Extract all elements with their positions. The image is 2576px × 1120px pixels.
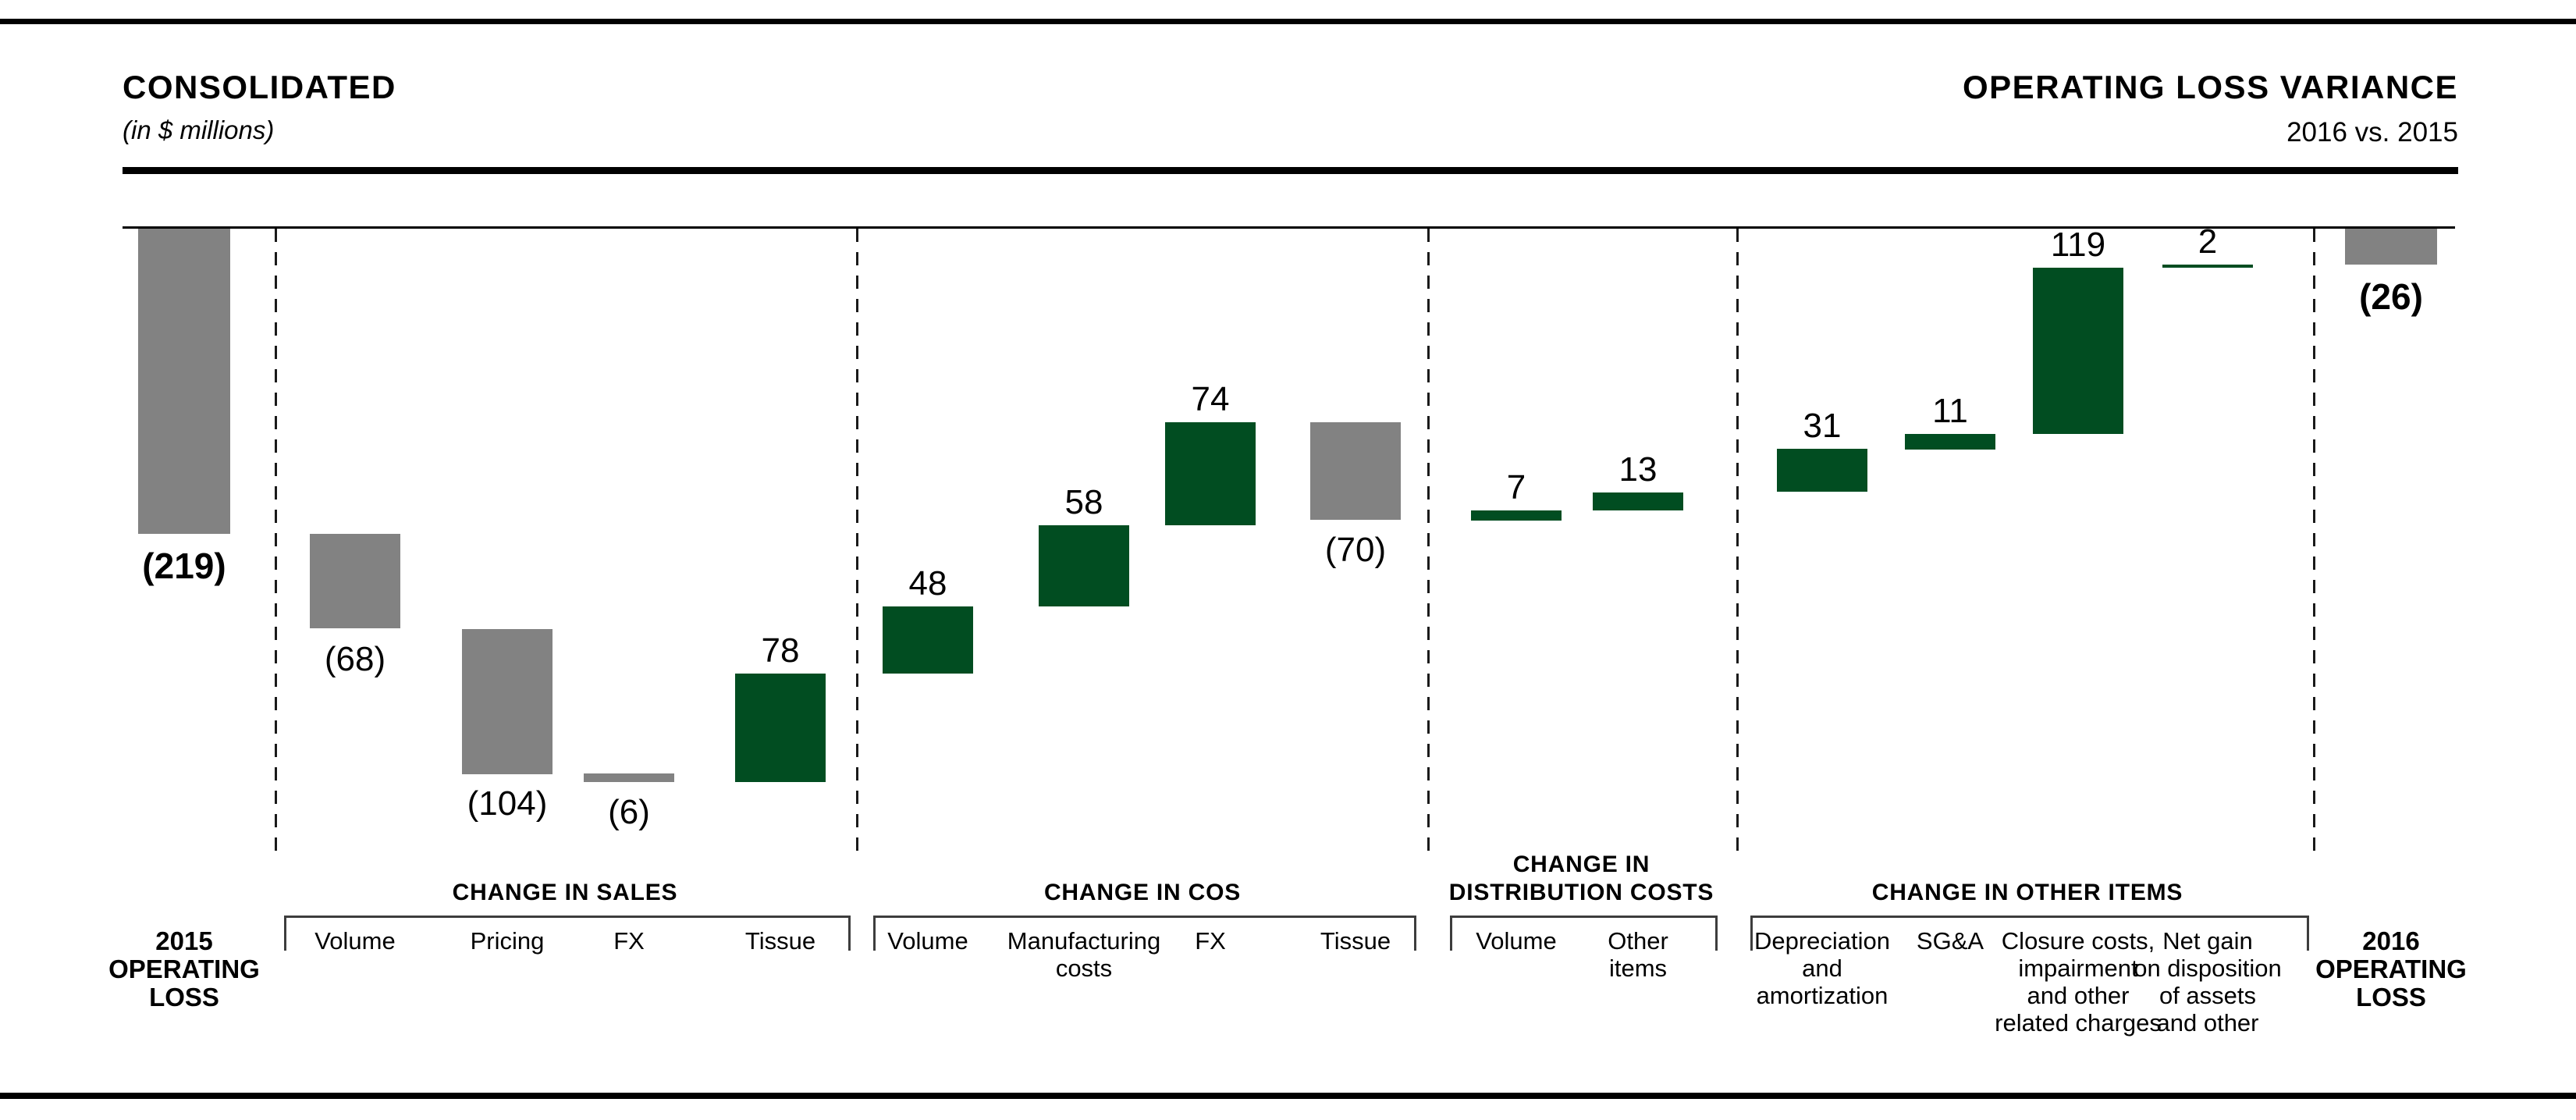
category-label-sales-tissue: Tissue [744, 927, 816, 955]
value-label-dist-other-items: 13 [1618, 450, 1658, 489]
value-label-cos-manufacturing: 58 [1064, 483, 1103, 521]
category-label-sales-fx: FX [613, 927, 645, 955]
category-label-other-depreciation: Depreciation and amortization [1753, 927, 1891, 1009]
report-title: OPERATING LOSS VARIANCE [1963, 69, 2458, 105]
value-label-cos-tissue: (70) [1324, 531, 1387, 569]
top-border-line [0, 19, 2576, 24]
category-label-dist-volume: Volume [1476, 927, 1557, 955]
group-header-2: CHANGE IN COS [1043, 880, 1242, 905]
bar-sales-pricing [462, 629, 553, 774]
category-label-other-sga: SG&A [1916, 927, 1984, 955]
value-label-cos-volume: 48 [908, 564, 947, 603]
category-label-cos-volume: Volume [887, 927, 968, 955]
period-subtitle: 2016 vs. 2015 [2286, 117, 2458, 148]
value-label-other-depreciation: 31 [1803, 407, 1842, 445]
value-label-other-sga: 11 [1932, 392, 1968, 430]
bar-operating-loss-2016 [2345, 229, 2437, 265]
category-label-operating-loss-2016: 2016 OPERATING LOSS [2315, 926, 2467, 1012]
page-title: CONSOLIDATED [123, 69, 396, 105]
group-separator-2 [856, 229, 858, 852]
bar-sales-fx [584, 773, 674, 782]
category-label-operating-loss-2015: 2015 OPERATING LOSS [108, 926, 260, 1012]
value-label-other-net-gain: 2 [2198, 222, 2218, 261]
bar-dist-volume [1471, 510, 1562, 521]
value-label-sales-pricing: (104) [467, 784, 548, 823]
bar-other-closure-costs [2033, 268, 2123, 434]
group-bracket-2 [873, 916, 1416, 951]
units-subtitle: (in $ millions) [123, 116, 275, 144]
group-separator-5 [2313, 229, 2315, 852]
bottom-border-line [0, 1093, 2576, 1099]
bar-sales-volume [310, 534, 400, 628]
zero-baseline [123, 226, 2455, 229]
bar-cos-volume [883, 606, 973, 674]
group-bracket-4 [1750, 916, 2309, 951]
value-label-dist-volume: 7 [1506, 468, 1526, 507]
group-header-1: CHANGE IN SALES [452, 880, 678, 905]
category-label-other-closure-costs: Closure costs, impairment and other rela… [1995, 927, 2162, 1036]
value-label-sales-volume: (68) [324, 640, 386, 678]
group-bracket-1 [284, 916, 851, 951]
bar-other-net-gain [2162, 265, 2253, 268]
group-separator-4 [1736, 229, 1739, 852]
title-rule [123, 167, 2458, 174]
category-label-sales-volume: Volume [314, 927, 396, 955]
bar-operating-loss-2015 [138, 229, 230, 534]
group-header-4: CHANGE IN OTHER ITEMS [1871, 880, 2183, 905]
bar-other-depreciation [1777, 449, 1867, 492]
value-label-sales-tissue: 78 [761, 631, 800, 670]
category-label-cos-fx: FX [1195, 927, 1226, 955]
category-label-other-net-gain: Net gain on disposition of assets and ot… [2134, 927, 2282, 1036]
value-label-cos-fx: 74 [1191, 380, 1230, 418]
bar-other-sga [1905, 434, 1995, 450]
value-label-operating-loss-2015: (219) [142, 546, 226, 586]
bar-dist-other-items [1593, 492, 1683, 510]
bar-cos-manufacturing [1039, 525, 1129, 606]
category-label-sales-pricing: Pricing [470, 927, 545, 955]
bar-sales-tissue [735, 674, 826, 782]
group-separator-1 [275, 229, 277, 852]
group-bracket-3 [1450, 916, 1718, 951]
group-separator-3 [1427, 229, 1430, 852]
category-label-dist-other-items: Other items [1608, 927, 1668, 982]
value-label-operating-loss-2016: (26) [2359, 276, 2423, 317]
group-header-3: CHANGE IN DISTRIBUTION COSTS [1448, 852, 1714, 905]
value-label-other-closure-costs: 119 [2050, 226, 2106, 264]
bar-cos-tissue [1310, 422, 1401, 520]
category-label-cos-tissue: Tissue [1320, 927, 1391, 955]
bar-cos-fx [1165, 422, 1256, 525]
value-label-sales-fx: (6) [608, 793, 650, 831]
category-label-cos-manufacturing: Manufacturing costs [1007, 927, 1161, 982]
